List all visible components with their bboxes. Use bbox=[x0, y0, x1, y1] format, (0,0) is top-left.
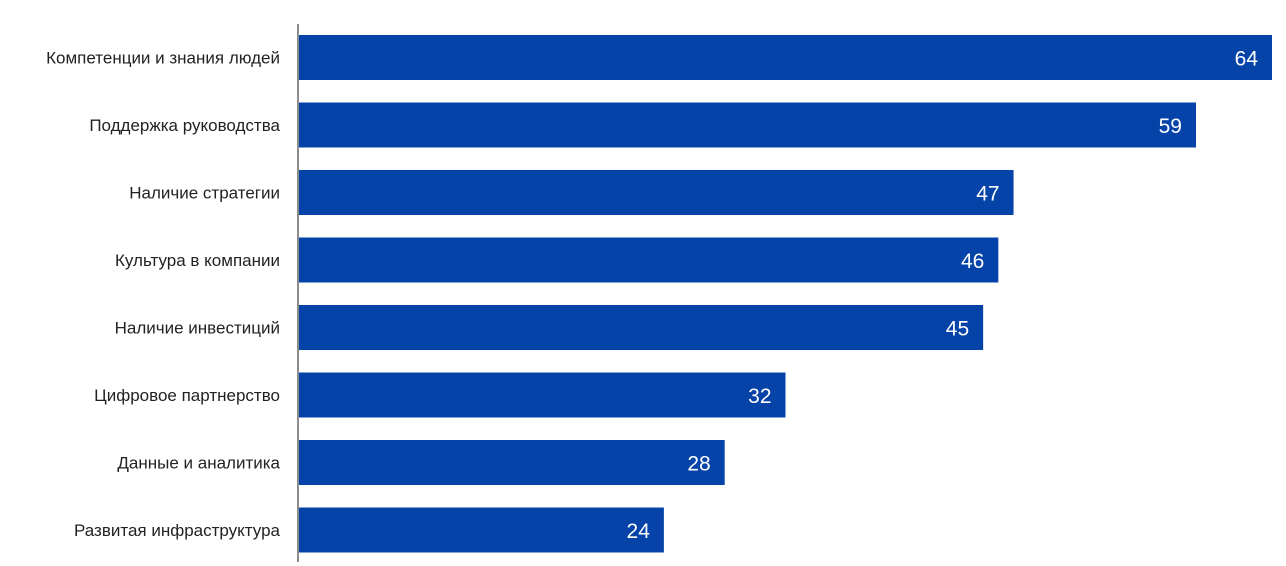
bar bbox=[299, 372, 786, 418]
category-label: Поддержка руководства bbox=[89, 116, 280, 135]
category-label: Цифровое партнерство bbox=[94, 386, 280, 405]
value-label: 32 bbox=[748, 385, 771, 408]
bars-layer bbox=[299, 35, 1272, 553]
bar bbox=[299, 440, 725, 485]
category-label: Данные и аналитика bbox=[117, 454, 280, 473]
category-label: Развитая инфраструктура bbox=[74, 521, 281, 540]
category-label: Компетенции и знания людей bbox=[46, 49, 280, 68]
value-label: 45 bbox=[946, 318, 969, 341]
bar bbox=[299, 170, 1014, 215]
value-labels: 64 59 47 46 45 32 28 24 bbox=[627, 48, 1259, 544]
value-label: 59 bbox=[1159, 115, 1182, 138]
category-label: Наличие инвестиций bbox=[115, 319, 280, 338]
category-label: Культура в компании bbox=[115, 251, 280, 270]
category-label: Наличие стратегии bbox=[129, 184, 280, 203]
bar bbox=[299, 237, 999, 283]
value-label: 28 bbox=[687, 453, 710, 476]
value-label: 46 bbox=[961, 250, 984, 273]
bar bbox=[299, 35, 1272, 80]
value-label: 47 bbox=[976, 183, 999, 206]
bar bbox=[299, 305, 984, 350]
bar bbox=[299, 507, 664, 553]
value-label: 64 bbox=[1235, 48, 1259, 71]
value-label: 24 bbox=[627, 520, 651, 543]
bar bbox=[299, 102, 1196, 148]
category-labels: Компетенции и знания людей Поддержка руко… bbox=[46, 49, 280, 541]
